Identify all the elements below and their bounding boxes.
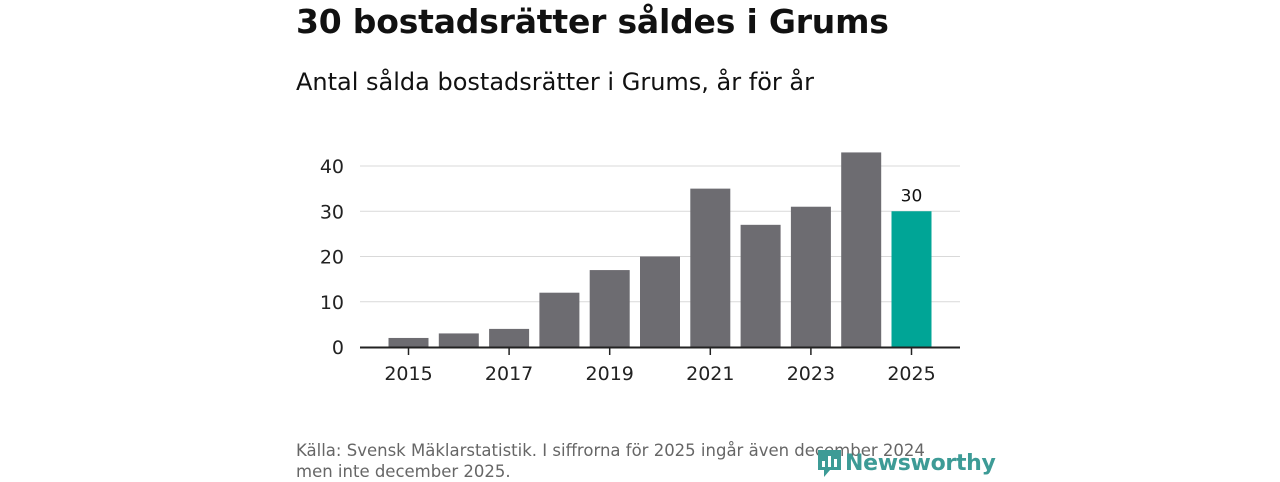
x-tick-label: 2025	[887, 363, 935, 385]
x-tick-label: 2015	[384, 363, 432, 385]
bar-2025	[891, 211, 932, 347]
y-tick-label: 30	[320, 201, 344, 223]
chart-subtitle: Antal sålda bostadsrätter i Grums, år fö…	[296, 68, 814, 96]
bar-2017	[489, 328, 530, 347]
chart-title: 30 bostadsrätter såldes i Grums	[296, 2, 889, 41]
data-labels: 30	[901, 186, 923, 206]
bar-2016	[438, 333, 479, 347]
y-tick-label: 20	[320, 247, 344, 269]
x-axis-ticks: 2015 2017 2019 2021 2023 2025	[384, 348, 936, 385]
bar-2023	[790, 206, 831, 347]
y-tick-label: 10	[320, 292, 344, 314]
source-note: Källa: Svensk Mäklarstatistik. I siffror…	[296, 441, 925, 481]
x-tick-label: 2017	[485, 363, 533, 385]
bar-2015	[388, 337, 429, 347]
brand-logo[interactable]: Newsworthy	[816, 447, 996, 479]
newsworthy-logo-icon	[818, 449, 841, 477]
y-tick-label: 40	[320, 156, 344, 178]
bar-2021	[690, 188, 731, 347]
y-axis-ticks: 0 10 20 30 40	[320, 156, 344, 359]
bar-2024	[841, 152, 882, 347]
x-tick-label: 2021	[686, 363, 734, 385]
data-label: 30	[901, 186, 923, 206]
x-tick-label: 2023	[787, 363, 835, 385]
x-tick-label: 2019	[586, 363, 634, 385]
bar-2019	[589, 270, 630, 347]
bar-2020	[640, 256, 680, 347]
bar-2022	[740, 224, 781, 347]
bars	[388, 152, 932, 347]
brand-name: Newsworthy	[845, 450, 996, 476]
bar-2018	[539, 292, 580, 347]
y-tick-label: 0	[332, 337, 344, 359]
